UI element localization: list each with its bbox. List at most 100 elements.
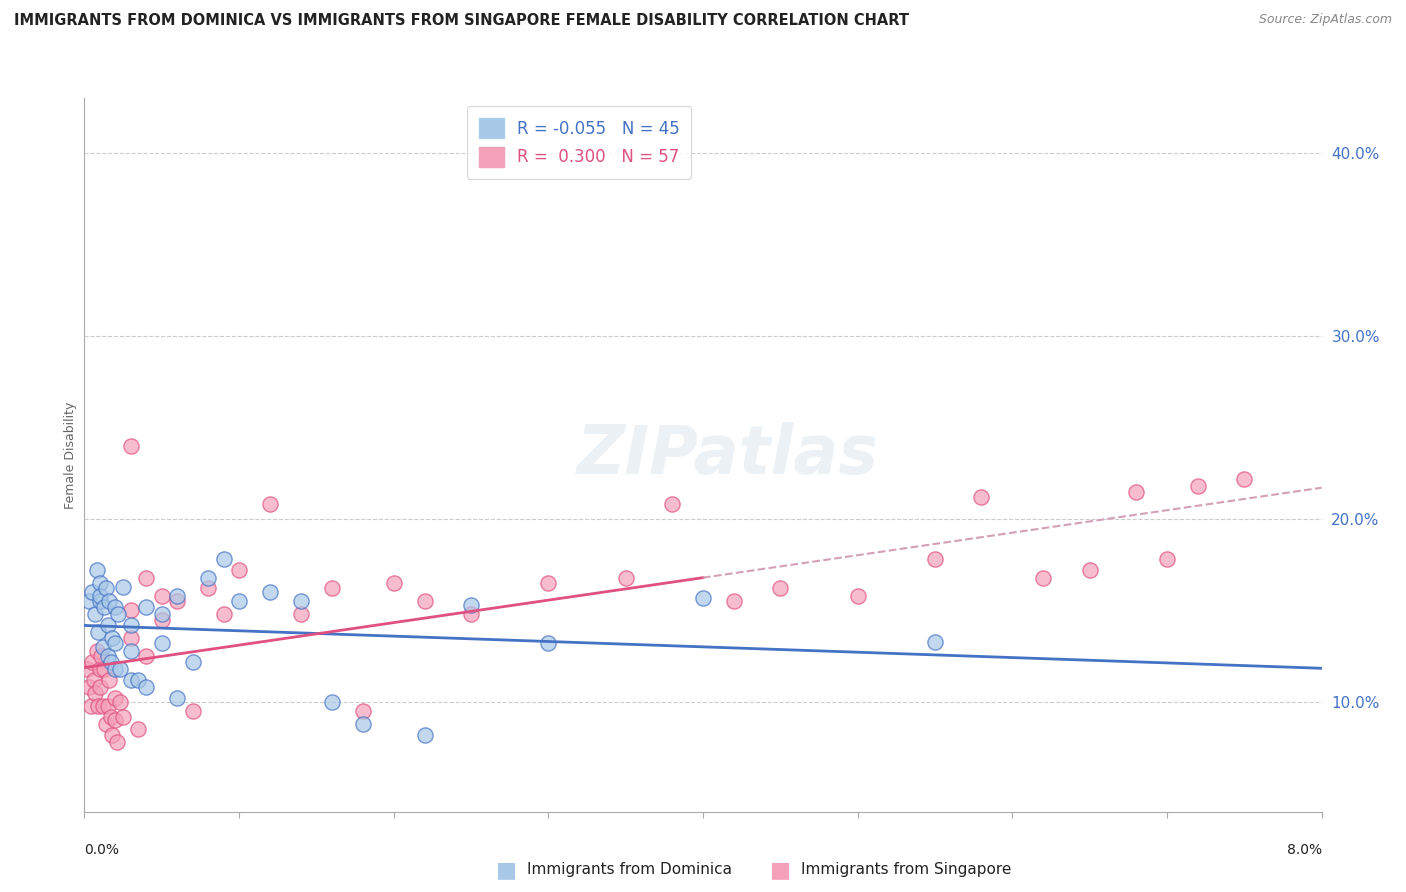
- Point: [228, 563, 250, 577]
- Text: Immigrants from Dominica: Immigrants from Dominica: [527, 863, 733, 877]
- Point: [537, 636, 560, 650]
- Point: [259, 585, 281, 599]
- Point: [127, 723, 149, 737]
- Point: [321, 582, 343, 596]
- Point: [79, 698, 101, 713]
- Point: [382, 576, 405, 591]
- Point: [89, 662, 111, 676]
- Point: [101, 728, 124, 742]
- Point: [91, 698, 114, 713]
- Point: [150, 636, 173, 650]
- Point: [77, 594, 100, 608]
- Point: [89, 681, 111, 695]
- Point: [84, 686, 107, 700]
- Point: [93, 599, 115, 614]
- Point: [112, 709, 135, 723]
- Point: [108, 695, 131, 709]
- Point: [166, 594, 188, 608]
- Point: [120, 673, 142, 687]
- Point: [614, 570, 637, 584]
- Point: [127, 673, 149, 687]
- Point: [104, 713, 127, 727]
- Point: [460, 607, 482, 621]
- Point: [105, 735, 128, 749]
- Point: [212, 552, 235, 566]
- Point: [101, 631, 124, 645]
- Point: [84, 607, 107, 621]
- Point: [692, 591, 714, 605]
- Point: [120, 631, 142, 645]
- Point: [166, 589, 188, 603]
- Point: [413, 594, 436, 608]
- Point: [104, 636, 127, 650]
- Point: [104, 662, 127, 676]
- Point: [89, 589, 111, 603]
- Point: [89, 576, 111, 591]
- Point: [82, 585, 104, 599]
- Point: [89, 594, 111, 608]
- Point: [94, 582, 117, 596]
- Point: [197, 582, 219, 596]
- Point: [76, 662, 98, 676]
- Point: [1032, 570, 1054, 584]
- Point: [1156, 552, 1178, 566]
- Point: [107, 607, 129, 621]
- Point: [181, 704, 204, 718]
- Text: 8.0%: 8.0%: [1286, 843, 1322, 857]
- Point: [77, 681, 100, 695]
- Point: [91, 640, 114, 654]
- Point: [661, 497, 683, 511]
- Point: [83, 673, 105, 687]
- Point: [1078, 563, 1101, 577]
- Point: [120, 618, 142, 632]
- Point: [259, 497, 281, 511]
- Text: Source: ZipAtlas.com: Source: ZipAtlas.com: [1258, 13, 1392, 27]
- Point: [135, 599, 157, 614]
- Point: [846, 589, 869, 603]
- Point: [87, 625, 110, 640]
- Point: [100, 709, 122, 723]
- Point: [120, 439, 142, 453]
- Point: [537, 576, 560, 591]
- Point: [93, 662, 115, 676]
- Point: [352, 717, 374, 731]
- Text: ■: ■: [770, 860, 790, 880]
- Point: [82, 655, 104, 669]
- Point: [228, 594, 250, 608]
- Point: [290, 594, 312, 608]
- Text: 0.0%: 0.0%: [84, 843, 120, 857]
- Point: [924, 634, 946, 648]
- Point: [87, 698, 110, 713]
- Point: [86, 563, 108, 577]
- Point: [924, 552, 946, 566]
- Point: [290, 607, 312, 621]
- Point: [352, 704, 374, 718]
- Point: [321, 695, 343, 709]
- Text: IMMIGRANTS FROM DOMINICA VS IMMIGRANTS FROM SINGAPORE FEMALE DISABILITY CORRELAT: IMMIGRANTS FROM DOMINICA VS IMMIGRANTS F…: [14, 13, 910, 29]
- Point: [212, 607, 235, 621]
- Point: [98, 594, 121, 608]
- Point: [150, 607, 173, 621]
- Point: [96, 618, 118, 632]
- Point: [413, 728, 436, 742]
- Point: [150, 613, 173, 627]
- Point: [1125, 484, 1147, 499]
- Point: [120, 643, 142, 657]
- Point: [150, 589, 173, 603]
- Point: [723, 594, 745, 608]
- Point: [135, 681, 157, 695]
- Point: [135, 649, 157, 664]
- Legend: R = -0.055   N = 45, R =  0.300   N = 57: R = -0.055 N = 45, R = 0.300 N = 57: [467, 106, 692, 178]
- Point: [181, 655, 204, 669]
- Point: [120, 603, 142, 617]
- Point: [100, 655, 122, 669]
- Point: [86, 643, 108, 657]
- Point: [197, 570, 219, 584]
- Y-axis label: Female Disability: Female Disability: [65, 401, 77, 508]
- Point: [166, 691, 188, 706]
- Point: [769, 582, 792, 596]
- Point: [96, 698, 118, 713]
- Point: [135, 570, 157, 584]
- Point: [1233, 472, 1256, 486]
- Text: ZIPatlas: ZIPatlas: [576, 422, 879, 488]
